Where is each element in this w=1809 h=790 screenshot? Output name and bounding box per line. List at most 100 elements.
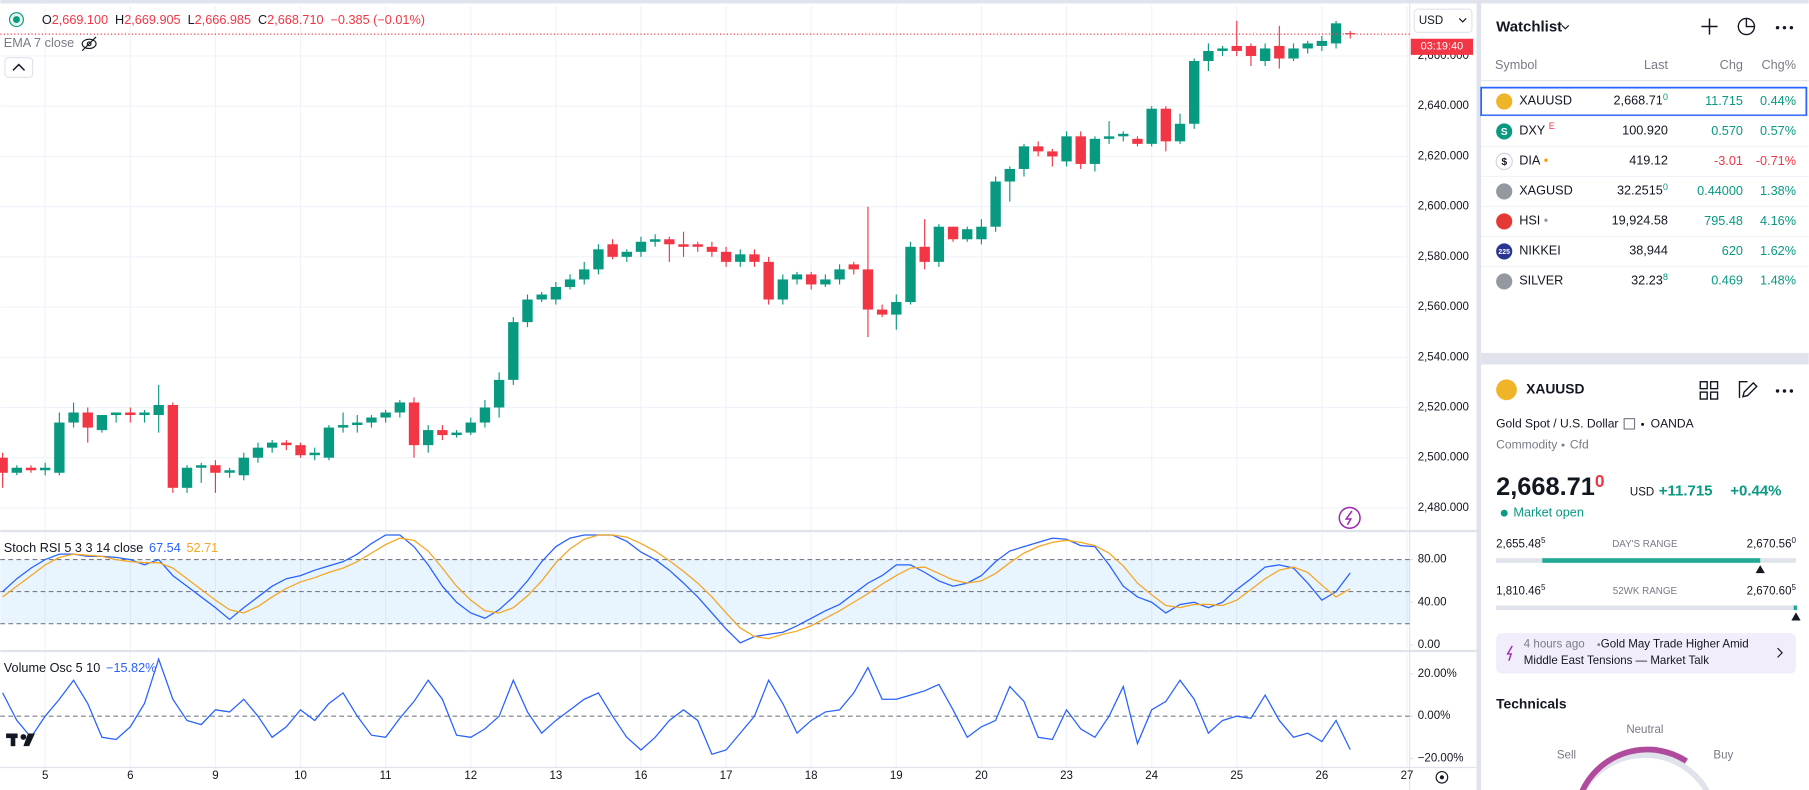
symbol-name: NIKKEI <box>1519 244 1561 258</box>
candle-body <box>508 322 519 380</box>
symbol-icon <box>1496 379 1517 401</box>
symbol-name: SILVER <box>1519 274 1563 288</box>
symbol: DIA • <box>1519 154 1548 168</box>
news-card[interactable]: 4 hours ago Gold May Trade Higher Amid Mi… <box>1496 633 1796 674</box>
add-symbol[interactable] <box>1701 18 1718 35</box>
candle-body <box>678 244 689 247</box>
ohlc-value: 2,668.710 <box>267 13 323 27</box>
watchlist-row[interactable]: $ DIA • 419.12 -3.01 -0.71% <box>1481 145 1809 171</box>
change-pct: 1.48% <box>1760 274 1796 288</box>
candle-body <box>1189 61 1200 124</box>
symbol-icon <box>1496 273 1513 290</box>
x-tick-label: 10 <box>294 770 307 782</box>
change: 0.44000 <box>1697 184 1743 198</box>
last-price: 419.12 <box>1629 154 1668 168</box>
last-price: 100.920 <box>1622 124 1668 138</box>
y-tick-label: −20.00% <box>1418 753 1464 765</box>
candle-body <box>806 274 817 285</box>
candle-body <box>1032 146 1044 152</box>
tradingview-logo <box>6 733 35 747</box>
y-tick-label: 20.00% <box>1418 668 1457 680</box>
candle-body <box>848 264 859 270</box>
external-link[interactable] <box>1623 418 1636 430</box>
y-tick-label: 2,540.000 <box>1418 351 1469 363</box>
candle-body <box>408 402 420 446</box>
symbol-icon <box>1496 183 1513 200</box>
candle-body <box>96 415 108 431</box>
candle-body <box>181 467 193 488</box>
status-dot <box>1500 509 1508 517</box>
candle-body <box>352 422 363 426</box>
watchlist-row[interactable]: 225 NIKKEI 38,944 620 1.62% <box>1481 235 1809 260</box>
last-price: 38,944 <box>1629 244 1668 258</box>
candle-body <box>25 467 37 471</box>
range-value: 2,670.56 <box>1747 538 1792 550</box>
candle-body <box>834 269 845 280</box>
collapse-button[interactable] <box>4 57 34 78</box>
candle-body <box>210 465 221 473</box>
x-tick-label: 16 <box>635 770 648 782</box>
watchlist-dropdown[interactable] <box>1561 24 1570 30</box>
detail-actions[interactable] <box>1699 381 1758 400</box>
chart-area: 5 6 9 10 11 12 13 16 17 18 19 20 23 24 25 26 27 2,480.000… <box>0 3 1477 790</box>
widgets-icon[interactable] <box>1737 17 1756 36</box>
indicator-line <box>2 657 1351 756</box>
candle-body <box>238 457 249 476</box>
symbol-badge: E <box>1549 121 1555 131</box>
indicator-title: Volume Osc 5 10 <box>4 661 101 675</box>
news-line: 4 hours ago Gold May Trade Higher Amid <box>1524 639 1749 651</box>
candle-body <box>394 402 406 413</box>
more-menu[interactable] <box>1775 25 1794 30</box>
x-tick-label: 23 <box>1060 770 1073 782</box>
last-main: 38,944 <box>1629 244 1668 258</box>
watchlist-row[interactable]: SILVER 32.238 0.469 1.48% <box>1481 265 1809 290</box>
settings-icon[interactable] <box>1435 770 1449 784</box>
candle-body <box>1274 45 1285 59</box>
candle-body <box>1259 48 1271 62</box>
change: 620 <box>1722 244 1743 258</box>
x-tick-label: 11 <box>380 770 392 782</box>
last-main: 419.12 <box>1629 154 1668 168</box>
candle-body <box>110 412 122 416</box>
candle-body <box>266 442 278 448</box>
symbol: DXY E <box>1519 121 1555 138</box>
indicator-label: EMA 7 close <box>4 36 74 50</box>
indicator-line <box>2 534 1351 640</box>
ohlc-key: C <box>258 13 267 27</box>
price: 2,668.710 <box>1496 471 1604 501</box>
y-tick-label: 2,600.000 <box>1418 201 1469 213</box>
x-tick-label: 12 <box>464 770 477 782</box>
candle-body <box>791 274 803 280</box>
watchlist-row[interactable]: XAGUSD 32.25150 0.44000 1.38% <box>1481 175 1809 200</box>
currency-dropdown[interactable]: USD <box>1413 8 1473 33</box>
candle-body <box>54 422 65 473</box>
ohlc-value: 2,669.905 <box>124 13 180 27</box>
y-tick-label: 2,480.000 <box>1418 502 1469 514</box>
y-tick-label: 40.00 <box>1418 596 1447 608</box>
candle-body <box>68 412 79 423</box>
candle-body <box>777 279 789 300</box>
candle-body <box>1217 48 1228 51</box>
x-tick-label: 24 <box>1145 770 1158 782</box>
range-marker <box>1791 612 1801 621</box>
range-value: 2,655.48 <box>1496 538 1541 550</box>
candle-body <box>125 412 136 416</box>
watchlist-row[interactable]: S DXY E 100.920 0.570 0.57% <box>1481 115 1809 140</box>
candle-body <box>522 299 533 323</box>
more-menu[interactable] <box>1775 389 1794 393</box>
watchlist-row[interactable]: XAUUSD 2,668.710 11.715 0.44% <box>1480 86 1808 117</box>
watchlist-title[interactable]: Watchlist <box>1496 19 1562 36</box>
lightning-button[interactable] <box>1338 506 1361 529</box>
candle-body <box>196 465 207 468</box>
candle-body <box>1089 138 1101 164</box>
y-tick-label: 0.00% <box>1418 710 1451 722</box>
watchlist-row[interactable]: HSI • 19,924.58 795.48 4.16% <box>1481 205 1809 230</box>
range-low: 2,655.485 <box>1496 536 1546 550</box>
candle-body <box>1047 151 1058 157</box>
y-tick-label: 80.00 <box>1418 554 1447 566</box>
separator-dot <box>1561 443 1565 447</box>
last-sup: 8 <box>1663 272 1668 282</box>
hide-icon[interactable] <box>81 36 97 52</box>
candle-body <box>621 251 632 257</box>
candle-body <box>479 407 491 423</box>
